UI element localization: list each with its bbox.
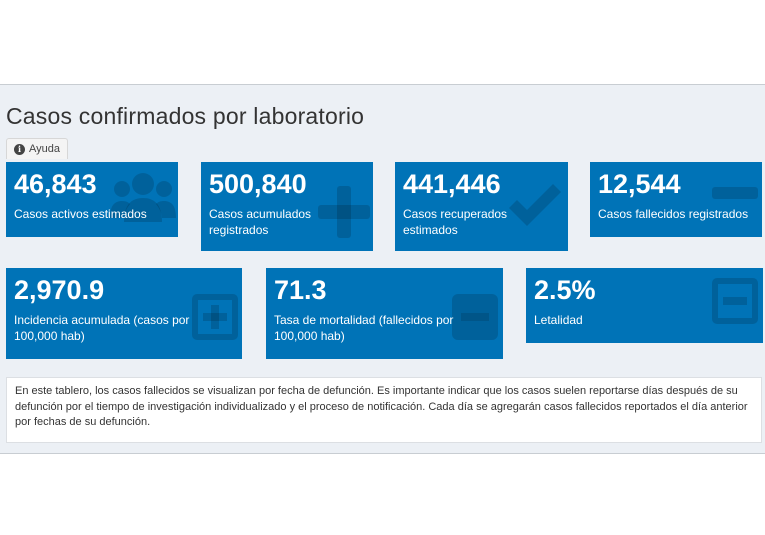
minus-square-icon xyxy=(452,294,498,340)
plus-square-icon xyxy=(192,294,238,340)
lethality-label: Letalidad xyxy=(534,313,583,327)
lethality-box: 2.5% Letalidad xyxy=(526,268,763,343)
recovered-cases-label: Casos recuperados estimados xyxy=(403,207,508,237)
page-title: Casos confirmados por laboratorio xyxy=(6,103,365,129)
mortality-rate-label: Tasa de mortalidad (fallecidos por 100,0… xyxy=(274,313,454,343)
minus-square-outline-icon xyxy=(712,278,758,324)
active-cases-value: 46,843 xyxy=(14,169,97,199)
cumulative-cases-box: 500,840 Casos acumulados registrados xyxy=(201,162,373,251)
help-button-label: Ayuda xyxy=(29,143,60,155)
deceased-cases-box: 12,544 Casos fallecidos registrados xyxy=(590,162,762,237)
incidence-value: 2,970.9 xyxy=(14,275,105,305)
cumulative-cases-value: 500,840 xyxy=(209,169,307,199)
incidence-label: Incidencia acumulada (casos por 100,000 … xyxy=(14,313,190,343)
mortality-rate-value: 71.3 xyxy=(274,275,327,305)
minus-icon xyxy=(712,187,758,199)
users-icon xyxy=(110,173,176,222)
incidence-box: 2,970.9 Incidencia acumulada (casos por … xyxy=(6,268,242,359)
check-icon xyxy=(509,184,561,226)
active-cases-label: Casos activos estimados xyxy=(14,207,147,221)
info-icon: i xyxy=(14,143,25,155)
help-button[interactable]: i Ayuda xyxy=(6,138,68,159)
recovered-cases-value: 441,446 xyxy=(403,169,501,199)
mortality-rate-box: 71.3 Tasa de mortalidad (fallecidos por … xyxy=(266,268,503,359)
plus-icon xyxy=(318,186,370,238)
cumulative-cases-label: Casos acumulados registrados xyxy=(209,207,312,237)
deceased-cases-label: Casos fallecidos registrados xyxy=(598,207,749,221)
dashboard-panel: Casos confirmados por laboratorio i Ayud… xyxy=(0,84,765,454)
info-note: En este tablero, los casos fallecidos se… xyxy=(6,377,762,443)
deceased-cases-value: 12,544 xyxy=(598,169,681,199)
recovered-cases-box: 441,446 Casos recuperados estimados xyxy=(395,162,568,251)
active-cases-box: 46,843 Casos activos estimados xyxy=(6,162,178,237)
lethality-value: 2.5% xyxy=(534,275,596,305)
